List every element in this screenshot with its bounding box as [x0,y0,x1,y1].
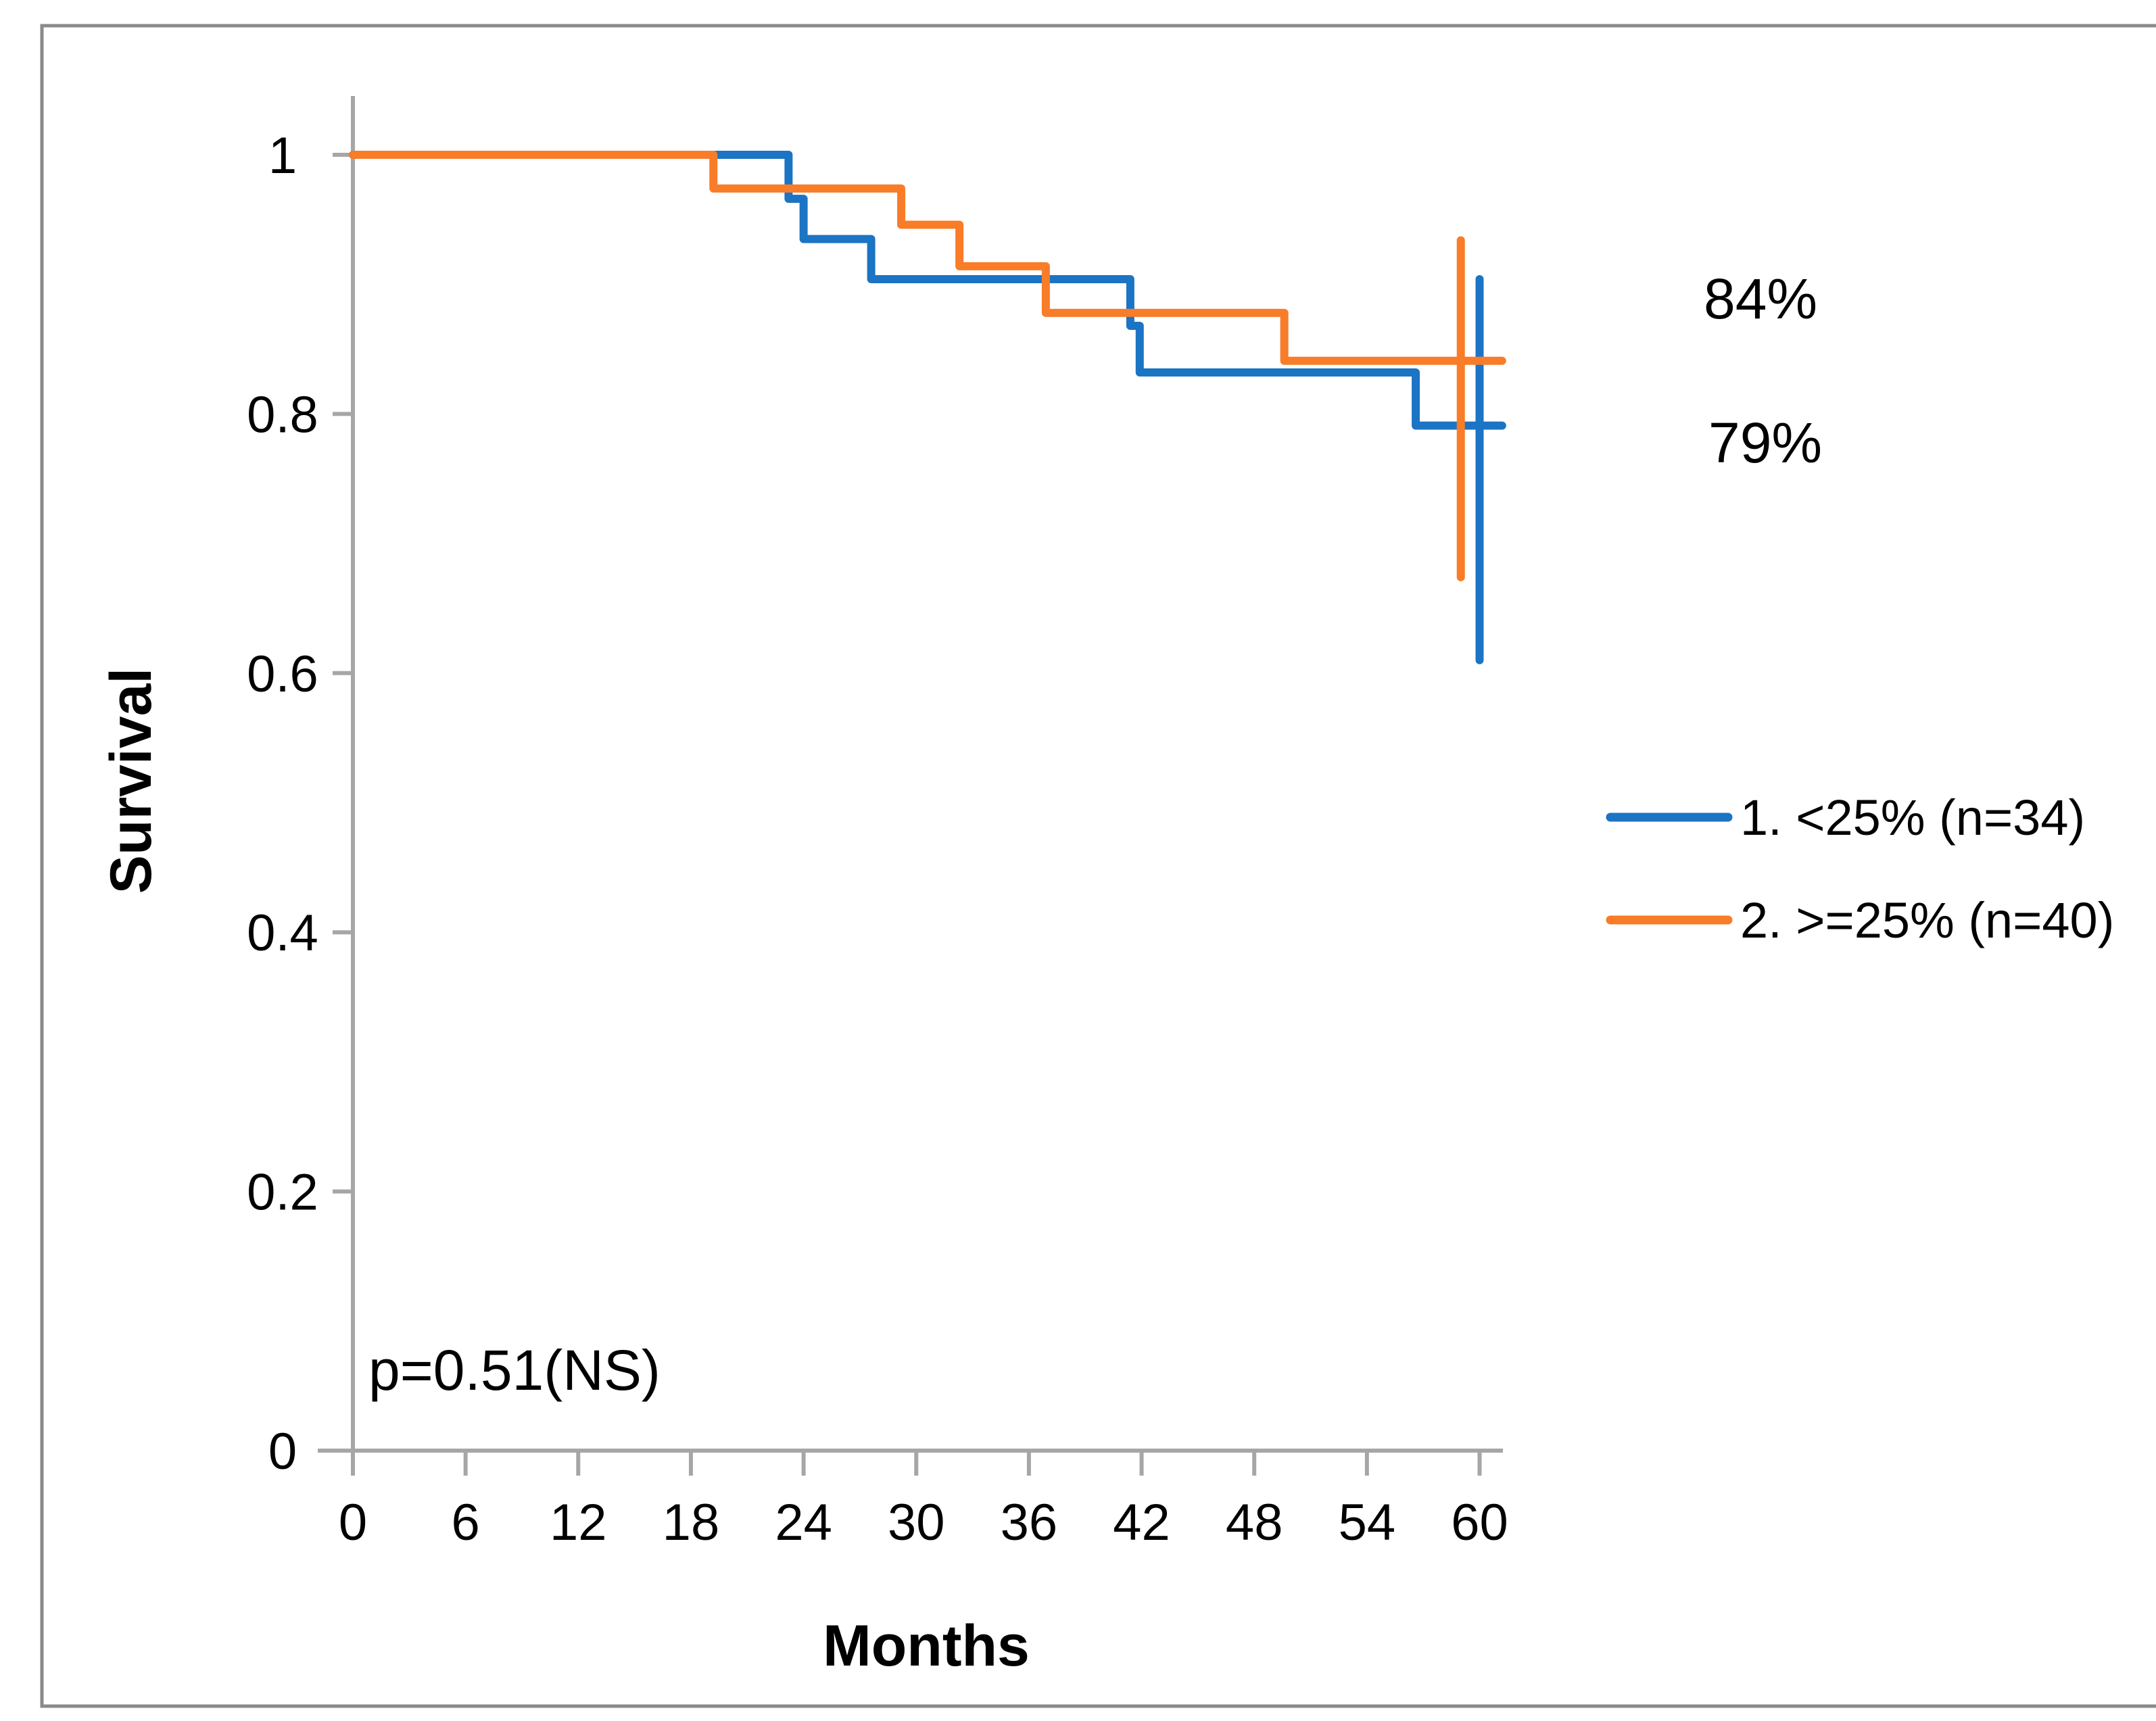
legend-label-series-2: 2. >=25% (n=40) [1740,892,2114,948]
y-axis-tick-label: 0.8 [247,386,318,443]
x-axis-tick-label: 60 [1451,1494,1508,1551]
x-axis-tick-label: 42 [1113,1494,1170,1551]
figure-border [40,24,2156,1708]
y-axis-tick-label: 1 [268,127,297,185]
y-axis-tick-label: 0 [268,1423,297,1480]
survival-curve-series-1 [349,151,1506,430]
survival-curve-series-2 [349,151,1506,365]
x-axis-tick-label: 12 [550,1494,607,1551]
legend-label-series-1: 1. <25% (n=34) [1740,790,2085,846]
x-axis-tick-label: 0 [339,1494,367,1551]
final-percent-label-series-2: 84% [1704,267,1817,331]
x-axis-tick-label: 6 [452,1494,480,1551]
y-axis-tick-label: 0.4 [247,904,318,962]
x-axis-tick-label: 36 [1001,1494,1058,1551]
y-axis-tick-label: 0.2 [247,1164,318,1221]
final-percent-label-series-1: 79% [1708,411,1822,475]
p-value-label: p=0.51(NS) [368,1338,661,1402]
figure-background [27,11,2156,1721]
x-axis-tick-label: 54 [1339,1494,1396,1551]
km-survival-chart: 0 6 12 18 24 30 36 42 48 54 60 0 0.2 0.4 0.6 0.8 1 Months… [27,11,2156,1721]
x-axis-tick-label: 30 [888,1494,945,1551]
x-axis-title: Months [823,1614,1030,1678]
x-axis-tick-label: 24 [775,1494,832,1551]
y-axis-tick-label: 0.6 [247,646,318,703]
y-axis-title: Survival [99,668,164,894]
x-axis-tick-label: 18 [663,1494,720,1551]
km-survival-figure: 0 6 12 18 24 30 36 42 48 54 60 0 0.2 0.4 0.6 0.8 1 Months… [27,11,2156,1721]
x-axis-tick-label: 48 [1226,1494,1283,1551]
